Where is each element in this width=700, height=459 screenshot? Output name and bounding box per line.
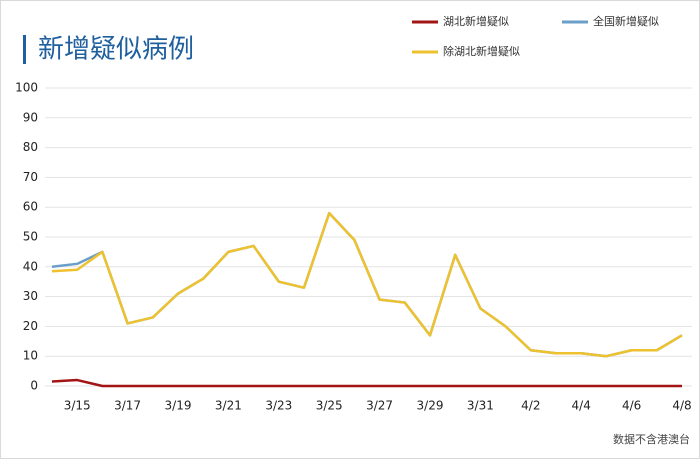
y-tick-label: 60 — [23, 200, 38, 214]
x-tick-label: 3/29 — [417, 399, 444, 413]
x-tick-label: 3/23 — [265, 399, 292, 413]
y-tick-label: 100 — [15, 81, 38, 95]
x-tick-label: 4/8 — [672, 399, 691, 413]
series-line — [51, 211, 683, 358]
y-tick-label: 30 — [23, 289, 38, 303]
x-tick-label: 3/15 — [64, 399, 91, 413]
x-tick-label: 3/31 — [467, 399, 494, 413]
y-tick-label: 40 — [23, 259, 38, 273]
x-tick-label: 3/21 — [215, 399, 242, 413]
y-tick-label: 90 — [23, 110, 38, 124]
y-tick-label: 50 — [23, 230, 38, 244]
y-tick-label: 80 — [23, 140, 38, 154]
legend-label: 除湖北新增疑似 — [443, 44, 520, 58]
x-tick-label: 4/6 — [622, 399, 641, 413]
y-tick-label: 0 — [30, 379, 38, 393]
footnote: 数据不含港澳台 — [613, 432, 690, 446]
y-tick-label: 70 — [23, 170, 38, 184]
series-line — [51, 378, 682, 388]
title-bar — [23, 35, 26, 64]
y-tick-label: 10 — [23, 349, 38, 363]
legend-label: 全国新增疑似 — [593, 14, 659, 28]
y-tick-label: 20 — [23, 319, 38, 333]
chart-title: 新增疑似病例 — [38, 35, 194, 65]
x-tick-label: 3/19 — [165, 399, 192, 413]
x-tick-label: 4/4 — [572, 399, 591, 413]
legend-label: 湖北新增疑似 — [443, 14, 509, 28]
x-tick-label: 3/25 — [316, 399, 343, 413]
x-tick-label: 4/2 — [521, 399, 540, 413]
x-tick-label: 3/27 — [366, 399, 393, 413]
x-tick-label: 3/17 — [114, 399, 141, 413]
